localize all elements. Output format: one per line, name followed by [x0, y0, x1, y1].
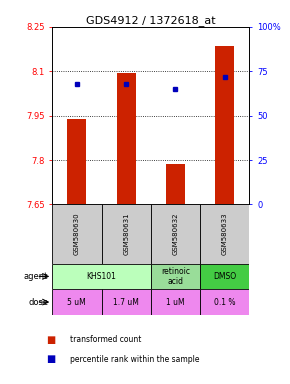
Text: 1.7 uM: 1.7 uM	[113, 298, 139, 306]
Bar	[200, 204, 249, 263]
Bar	[52, 289, 102, 315]
Bar	[166, 164, 185, 204]
Text: GSM580633: GSM580633	[222, 213, 228, 255]
Bar	[200, 289, 249, 315]
Text: ■: ■	[46, 354, 56, 364]
Text: 5 uM: 5 uM	[68, 298, 86, 306]
Text: agent: agent	[24, 272, 48, 281]
Text: ■: ■	[46, 335, 56, 345]
Text: dose: dose	[28, 298, 48, 306]
Text: GSM580630: GSM580630	[74, 213, 80, 255]
Bar	[52, 263, 151, 289]
Text: 0.1 %: 0.1 %	[214, 298, 235, 306]
Bar	[117, 73, 135, 204]
Bar	[68, 119, 86, 204]
Text: percentile rank within the sample: percentile rank within the sample	[70, 354, 199, 364]
Bar	[102, 289, 151, 315]
Text: DMSO: DMSO	[213, 272, 236, 281]
Text: GSM580632: GSM580632	[173, 213, 178, 255]
Bar	[200, 263, 249, 289]
Text: GSM580631: GSM580631	[123, 213, 129, 255]
Text: transformed count: transformed count	[70, 335, 141, 344]
Bar	[52, 204, 102, 263]
Bar	[151, 263, 200, 289]
Bar	[151, 289, 200, 315]
Title: GDS4912 / 1372618_at: GDS4912 / 1372618_at	[86, 15, 215, 26]
Bar	[151, 204, 200, 263]
Text: 1 uM: 1 uM	[166, 298, 185, 306]
Bar	[102, 204, 151, 263]
Bar	[215, 46, 234, 204]
Text: retinoic
acid: retinoic acid	[161, 267, 190, 286]
Text: KHS101: KHS101	[86, 272, 117, 281]
